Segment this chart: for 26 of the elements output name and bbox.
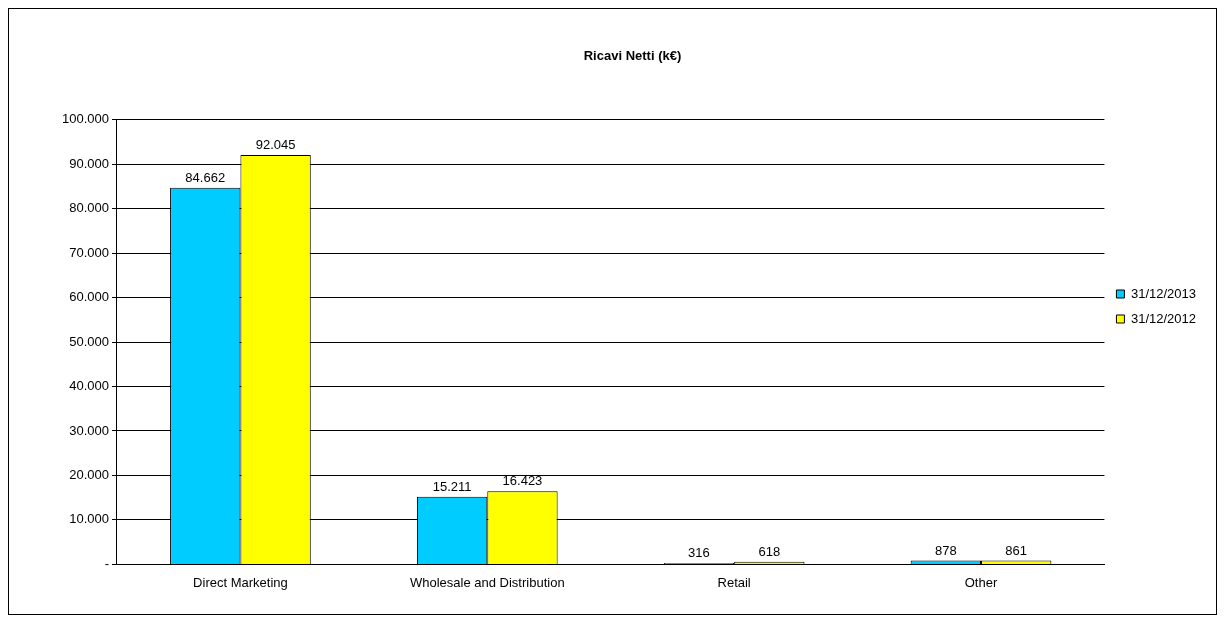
legend-label: 31/12/2013: [1130, 285, 1197, 301]
y-tick-label: 50.000: [69, 333, 109, 349]
y-tick-label: 30.000: [69, 422, 109, 438]
y-tick-label: 90.000: [69, 155, 109, 171]
y-tick-label: 70.000: [69, 244, 109, 260]
data-label: 861: [1005, 542, 1028, 558]
data-label: 878: [934, 542, 957, 558]
chart-title: Ricavi Netti (k€): [583, 48, 682, 64]
y-tick-label: 20.000: [69, 467, 109, 483]
y-tick-label: 40.000: [69, 378, 109, 394]
x-tick-label: Wholesale and Distribution: [409, 574, 565, 590]
data-label: 15.211: [432, 478, 472, 494]
x-tick-label: Direct Marketing: [193, 574, 288, 590]
y-tick-label: 80.000: [69, 200, 109, 216]
legend-label: 31/12/2012: [1130, 310, 1197, 326]
data-label: 316: [688, 545, 710, 561]
data-label: 92.045: [255, 137, 296, 153]
data-label: 84.662: [185, 169, 226, 185]
y-tick-label: 100.000: [61, 111, 109, 127]
data-label: 618: [758, 543, 781, 559]
y-tick-label: 60.000: [69, 289, 109, 305]
y-tick-label: 10.000: [69, 511, 109, 527]
x-tick-label: Retail: [717, 574, 751, 590]
data-label: 16.423: [502, 473, 543, 489]
y-tick-label: -: [104, 555, 109, 571]
x-tick-label: Other: [964, 574, 998, 590]
